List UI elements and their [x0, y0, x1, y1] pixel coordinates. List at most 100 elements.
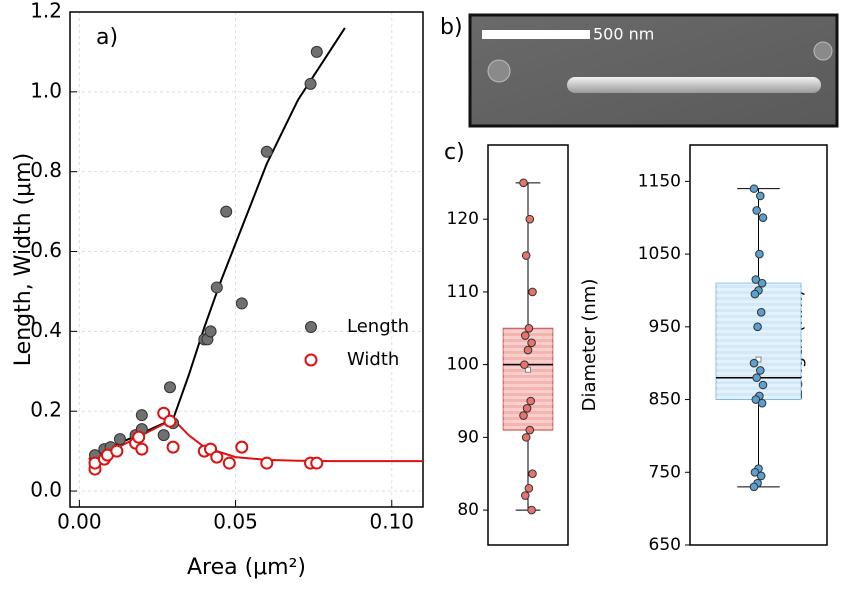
point	[758, 380, 768, 390]
y-tick-label: 110	[447, 282, 479, 302]
y-tick-label: 950	[649, 317, 681, 337]
point	[521, 331, 530, 340]
y-tick-label: 850	[649, 390, 681, 410]
y-tick-label: 0.6	[30, 238, 62, 262]
marker	[157, 429, 170, 442]
point	[521, 491, 530, 500]
point	[525, 425, 535, 435]
point	[523, 345, 533, 355]
point	[749, 482, 759, 492]
marker	[163, 414, 177, 428]
y-tick-label: 0.4	[30, 318, 62, 342]
marker	[310, 456, 324, 470]
y-tick-label: 650	[649, 535, 681, 555]
fit-line	[88, 27, 346, 460]
point	[528, 287, 537, 297]
point	[756, 471, 766, 481]
point	[521, 251, 531, 260]
nanorod	[567, 77, 821, 93]
x-tick-label: 0.00	[57, 510, 102, 534]
point	[749, 184, 759, 193]
marker	[163, 381, 176, 394]
y-tick-label: 0.2	[30, 398, 62, 422]
x-tick-label: 0.10	[369, 510, 414, 534]
panel-label: a)	[96, 25, 118, 50]
y-axis-label: Length, Width (μm)	[11, 153, 36, 366]
marker	[260, 145, 273, 158]
y-tick-label: 0.8	[30, 158, 62, 182]
marker	[135, 442, 149, 456]
marker	[235, 297, 248, 310]
point	[519, 178, 528, 188]
point	[757, 398, 767, 408]
point	[524, 483, 534, 493]
marker	[132, 430, 146, 444]
point	[521, 433, 531, 442]
legend-label: Length	[347, 316, 409, 337]
y-tick-label: 80	[457, 500, 479, 520]
scale-bar	[482, 30, 590, 39]
x-axis-label: Area (μm²)	[187, 555, 306, 580]
y-tick-label: 750	[649, 462, 681, 482]
y-tick-label: 1050	[638, 244, 681, 264]
point	[756, 191, 765, 201]
y-tick-label: 100	[447, 355, 479, 375]
point	[751, 395, 761, 404]
point	[750, 289, 760, 299]
legend-label: Width	[347, 349, 399, 370]
point	[756, 307, 766, 317]
marker	[222, 456, 236, 470]
marker	[304, 77, 317, 90]
y-tick-label: 120	[447, 209, 479, 229]
mean	[525, 366, 531, 373]
point	[525, 214, 535, 224]
y-tick-label: 90	[457, 427, 479, 447]
point	[753, 322, 762, 332]
point	[749, 358, 759, 368]
point	[751, 275, 761, 284]
y-tick-label: 1150	[638, 171, 681, 191]
panel-label: c)	[444, 140, 465, 165]
box-texture	[716, 283, 801, 400]
y-tick-label: 1.0	[30, 78, 62, 102]
point	[522, 403, 532, 413]
box-texture	[503, 328, 553, 431]
plot-frame	[689, 144, 828, 546]
marker	[310, 45, 323, 58]
point	[520, 360, 529, 369]
marker	[135, 409, 148, 422]
marker	[110, 444, 124, 458]
plot-frame	[69, 11, 424, 508]
point	[528, 469, 537, 479]
point	[526, 396, 536, 406]
marker	[204, 325, 217, 338]
point	[524, 323, 534, 333]
plot-frame	[487, 144, 569, 546]
particle	[813, 41, 833, 61]
marker	[166, 440, 180, 454]
panel-label: b)	[440, 15, 463, 40]
legend-marker	[304, 353, 318, 367]
point	[758, 213, 768, 223]
x-tick-label: 0.05	[213, 510, 258, 534]
marker	[260, 456, 274, 470]
marker	[210, 450, 224, 464]
marker	[235, 440, 249, 454]
point	[752, 206, 762, 215]
point	[755, 249, 764, 259]
scale-bar-label: 500 nm	[593, 25, 654, 44]
legend-marker	[305, 321, 317, 333]
y-axis-label: Diameter (nm)	[579, 279, 600, 412]
marker	[113, 433, 126, 446]
particle	[487, 59, 511, 83]
point	[750, 467, 760, 477]
y-tick-label: 0.0	[30, 478, 62, 502]
marker	[220, 205, 233, 218]
point	[752, 373, 762, 383]
point	[519, 411, 528, 420]
point	[756, 366, 765, 375]
y-tick-label: 1.2	[30, 0, 62, 23]
point	[527, 505, 536, 515]
point	[527, 338, 536, 348]
